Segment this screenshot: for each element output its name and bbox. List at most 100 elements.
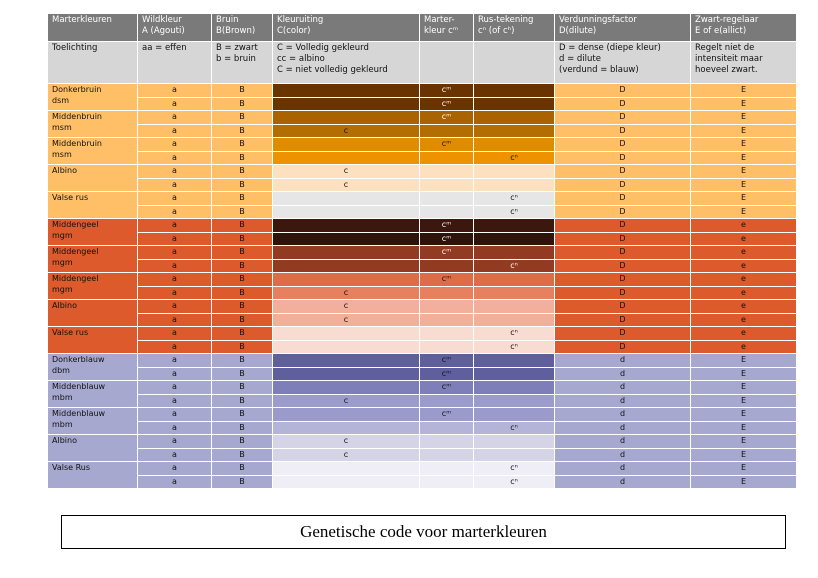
bruin-cell: B [211, 380, 273, 395]
color-name-cell: Donkerblauw dbm [47, 353, 138, 381]
bruin-cell: B [211, 447, 273, 462]
kleuruiting-cell: c [272, 447, 420, 462]
marterkleur-cell: cᵐ [419, 231, 474, 246]
verdunning-cell: D [554, 245, 691, 260]
wildkleur-cell: a [137, 420, 212, 435]
color-name-cell: Donkerbruin dsm [47, 83, 138, 111]
zwartregelaar-cell: E [690, 434, 797, 449]
header-cell: Verdunningsfactor D(dilute) [554, 13, 691, 42]
wildkleur-cell: a [137, 393, 212, 408]
wildkleur-cell: a [137, 326, 212, 341]
rustekening-cell [473, 447, 555, 462]
wildkleur-cell: a [137, 353, 212, 368]
kleuruiting-cell: c [272, 177, 420, 192]
marterkleur-cell: cᵐ [419, 245, 474, 260]
verdunning-cell: D [554, 339, 691, 354]
marterkleur-cell: cᵐ [419, 83, 474, 98]
wildkleur-cell: a [137, 447, 212, 462]
marterkleur-cell [419, 393, 474, 408]
color-name-cell: Middenblauw mbm [47, 380, 138, 408]
color-name-cell: Albino [47, 299, 138, 327]
color-name-cell: Middengeel mgm [47, 218, 138, 246]
header-cell: Marterkleuren [47, 13, 138, 42]
wildkleur-cell: a [137, 434, 212, 449]
bruin-cell: B [211, 137, 273, 152]
wildkleur-cell: a [137, 285, 212, 300]
color-name-cell: Valse Rus [47, 461, 138, 489]
marterkleur-cell: cᵐ [419, 272, 474, 287]
marterkleur-cell [419, 177, 474, 192]
wildkleur-cell: a [137, 474, 212, 489]
kleuruiting-cell [272, 353, 420, 368]
bruin-cell: B [211, 123, 273, 138]
verdunning-cell: D [554, 285, 691, 300]
bruin-cell: B [211, 366, 273, 381]
zwartregelaar-cell: e [690, 231, 797, 246]
verdunning-cell: D [554, 312, 691, 327]
kleuruiting-cell: c [272, 393, 420, 408]
color-name-cell: Middenbruin msm [47, 110, 138, 138]
kleuruiting-cell [272, 83, 420, 98]
verdunning-cell: D [554, 123, 691, 138]
wildkleur-cell: a [137, 461, 212, 476]
verdunning-cell: d [554, 393, 691, 408]
wildkleur-cell: a [137, 150, 212, 165]
marterkleur-cell: cᵐ [419, 137, 474, 152]
marterkleur-cell [419, 164, 474, 179]
zwartregelaar-cell: E [690, 420, 797, 435]
zwartregelaar-cell: E [690, 191, 797, 206]
verdunning-cell: D [554, 272, 691, 287]
bruin-cell: B [211, 83, 273, 98]
bruin-cell: B [211, 218, 273, 233]
zwartregelaar-cell: E [690, 380, 797, 395]
marterkleur-cell [419, 123, 474, 138]
explanation-cell: Toelichting [47, 41, 138, 84]
header-cell: Kleuruiting C(color) [272, 13, 420, 42]
kleuruiting-cell [272, 474, 420, 489]
rustekening-cell: cⁿ [473, 258, 555, 273]
verdunning-cell: D [554, 231, 691, 246]
bruin-cell: B [211, 272, 273, 287]
rustekening-cell: cⁿ [473, 461, 555, 476]
wildkleur-cell: a [137, 272, 212, 287]
zwartregelaar-cell: E [690, 407, 797, 422]
kleuruiting-cell [272, 380, 420, 395]
verdunning-cell: D [554, 299, 691, 314]
bruin-cell: B [211, 474, 273, 489]
bruin-cell: B [211, 326, 273, 341]
kleuruiting-cell [272, 245, 420, 260]
bruin-cell: B [211, 191, 273, 206]
explanation-cell: D = dense (diepe kleur) d = dilute (verdun… [554, 41, 691, 84]
wildkleur-cell: a [137, 177, 212, 192]
zwartregelaar-cell: E [690, 177, 797, 192]
kleuruiting-cell: c [272, 123, 420, 138]
rustekening-cell [473, 110, 555, 125]
zwartregelaar-cell: E [690, 393, 797, 408]
rustekening-cell: cⁿ [473, 150, 555, 165]
rustekening-cell: cⁿ [473, 420, 555, 435]
bruin-cell: B [211, 420, 273, 435]
kleuruiting-cell [272, 420, 420, 435]
bruin-cell: B [211, 434, 273, 449]
zwartregelaar-cell: E [690, 366, 797, 381]
bruin-cell: B [211, 258, 273, 273]
wildkleur-cell: a [137, 164, 212, 179]
bruin-cell: B [211, 164, 273, 179]
explanation-cell [419, 41, 474, 84]
zwartregelaar-cell: e [690, 339, 797, 354]
kleuruiting-cell [272, 339, 420, 354]
wildkleur-cell: a [137, 110, 212, 125]
zwartregelaar-cell: e [690, 285, 797, 300]
bruin-cell: B [211, 110, 273, 125]
wildkleur-cell: a [137, 245, 212, 260]
wildkleur-cell: a [137, 96, 212, 111]
marterkleur-cell [419, 312, 474, 327]
